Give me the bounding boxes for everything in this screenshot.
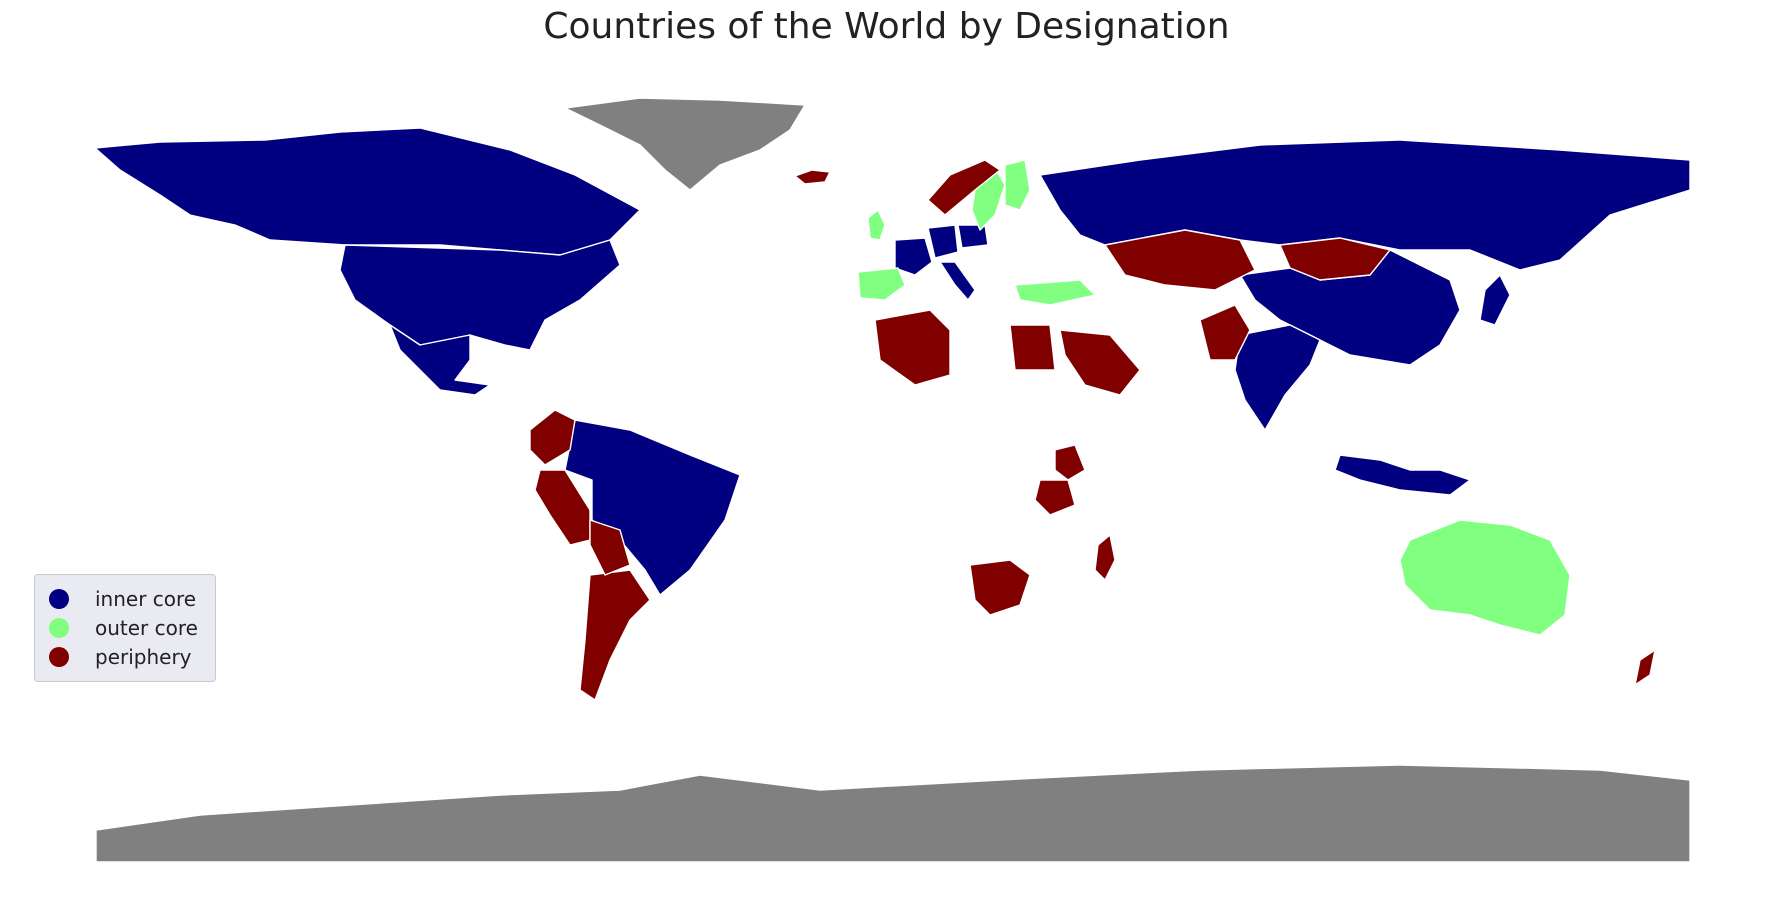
region-egypt [1009, 324, 1056, 371]
map-title: Countries of the World by Designation [543, 6, 1230, 47]
legend-swatch-outer-core [49, 618, 69, 638]
legend-label-inner-core: inner core [95, 587, 197, 611]
region-mexico [389, 324, 491, 396]
land-layer [94, 97, 1691, 863]
region-kazakhstan [1104, 229, 1256, 291]
region-new-zealand [1634, 649, 1656, 686]
region-finland [1004, 159, 1031, 211]
region-brazil [564, 419, 741, 596]
region-italy [939, 261, 976, 301]
region-south-africa [969, 559, 1031, 616]
region-saudi-arabia [1059, 329, 1141, 396]
region-kenya [1054, 444, 1086, 481]
region-indonesia [1334, 454, 1471, 496]
region-turkey [1014, 279, 1096, 306]
region-antarctica [95, 764, 1691, 863]
region-canada [94, 127, 641, 256]
legend-swatch-periphery [49, 647, 69, 667]
region-norway [927, 159, 1001, 216]
region-spain [857, 267, 906, 301]
legend-item-outer-core: outer core [49, 614, 198, 642]
legend-swatch-inner-core [49, 589, 69, 609]
region-india [1234, 324, 1321, 431]
legend-item-periphery: periphery [49, 643, 192, 671]
region-iceland [794, 169, 831, 185]
region-united-states [339, 239, 621, 351]
region-bolivia [589, 519, 631, 576]
region-argentina [579, 569, 651, 701]
region-peru [534, 469, 591, 546]
legend-label-outer-core: outer core [95, 616, 198, 640]
region-france [894, 237, 933, 276]
region-poland [957, 224, 989, 249]
region-germany [927, 224, 959, 259]
region-madagascar [1094, 534, 1116, 581]
region-australia [1399, 519, 1571, 636]
legend-item-inner-core: inner core [49, 585, 196, 613]
region-pakistan [1199, 304, 1251, 361]
region-tanzania [1034, 479, 1076, 516]
legend: inner core outer core periphery [34, 574, 216, 682]
region-colombia [529, 409, 576, 466]
region-japan [1479, 274, 1511, 326]
region-mongolia [1279, 237, 1391, 281]
region-greenland [564, 97, 806, 191]
legend-label-periphery: periphery [95, 645, 192, 669]
region-algeria [874, 309, 951, 386]
region-united-kingdom [867, 209, 886, 241]
